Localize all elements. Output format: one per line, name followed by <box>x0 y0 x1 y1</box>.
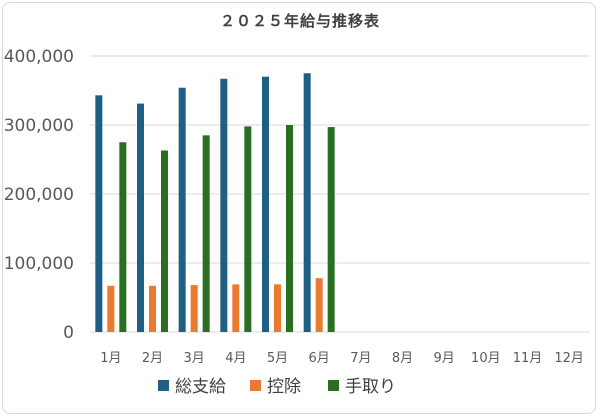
legend-swatch-総支給 <box>158 380 169 391</box>
legend-label: 控除 <box>267 377 301 397</box>
bar-控除-3月 <box>190 285 198 332</box>
legend-swatch-手取り <box>328 380 339 391</box>
x-tick-label: 8月 <box>392 351 413 366</box>
bar-控除-5月 <box>274 284 281 332</box>
bar-手取り-4月 <box>244 126 252 332</box>
x-tick-label: 1月 <box>100 351 121 366</box>
x-tick-label: 12月 <box>554 351 584 366</box>
y-axis: 0 100,000 200,000 300,000 400,000 <box>4 47 74 343</box>
bar-総支給-2月 <box>137 103 144 332</box>
bar-総支給-3月 <box>178 87 186 333</box>
y-tick-label: 400,000 <box>4 47 74 67</box>
legend: 総支給 控除 手取り <box>158 377 396 397</box>
bar-総支給-6月 <box>303 73 311 332</box>
x-tick-label: 2月 <box>142 351 163 366</box>
bars <box>95 73 335 333</box>
bar-手取り-2月 <box>161 150 168 332</box>
legend-swatch-控除 <box>250 380 261 391</box>
x-tick-label: 10月 <box>471 351 501 366</box>
x-tick-label: 11月 <box>513 351 543 366</box>
x-tick-label: 6月 <box>309 351 330 366</box>
chart-title: ２０２５年給与推移表 <box>219 12 380 30</box>
bar-手取り-3月 <box>202 135 210 332</box>
bar-控除-1月 <box>107 285 115 332</box>
x-tick-label: 9月 <box>434 351 455 366</box>
y-tick-label: 100,000 <box>4 254 74 274</box>
x-tick-label: 7月 <box>350 351 371 366</box>
bar-控除-6月 <box>315 278 323 332</box>
bar-総支給-5月 <box>262 76 269 332</box>
legend-label: 総支給 <box>175 377 226 397</box>
bar-手取り-6月 <box>327 127 335 332</box>
x-axis: 1月 2月 3月 4月 5月 6月 7月 8月 9月 10月 11月 12月 <box>100 351 584 366</box>
bar-総支給-4月 <box>220 78 228 333</box>
bar-控除-4月 <box>232 284 240 332</box>
legend-label: 手取り <box>345 377 396 397</box>
x-tick-label: 3月 <box>184 351 205 366</box>
bar-手取り-1月 <box>119 142 127 332</box>
y-tick-label: 200,000 <box>4 185 74 205</box>
x-tick-label: 4月 <box>225 351 246 366</box>
gridlines <box>90 55 590 333</box>
y-tick-label: 300,000 <box>4 116 74 136</box>
y-tick-label: 0 <box>63 323 74 343</box>
bar-手取り-5月 <box>286 125 293 332</box>
bar-控除-2月 <box>149 285 156 332</box>
bar-総支給-1月 <box>95 95 103 332</box>
x-tick-label: 5月 <box>267 351 288 366</box>
